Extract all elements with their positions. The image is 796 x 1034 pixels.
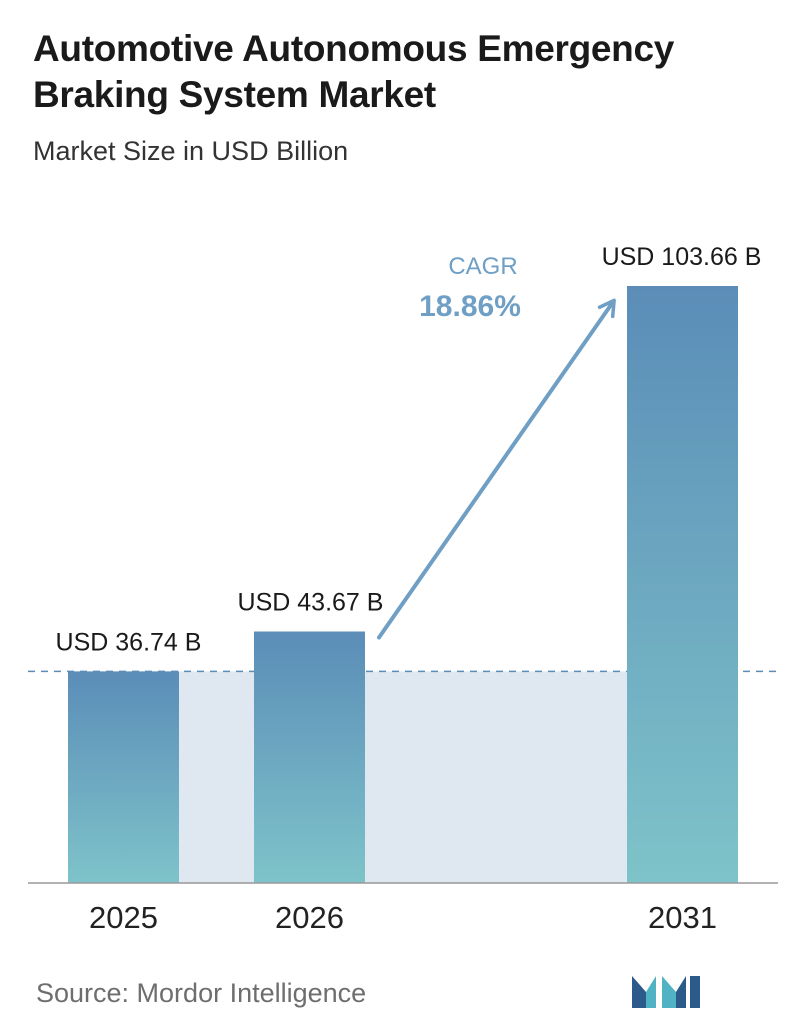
cagr-arrow: [377, 298, 616, 640]
x-tick-2026: 2026: [275, 900, 344, 935]
chart-title: Automotive Autonomous Emergency Braking …: [33, 28, 675, 115]
mordor-intelligence-logo: [632, 976, 700, 1008]
cagr-value: 18.86%: [419, 290, 521, 323]
cagr-label: CAGR: [448, 253, 517, 280]
data-label-2026: USD 43.67 B: [238, 588, 384, 616]
x-tick-2031: 2031: [648, 900, 717, 935]
bar-2026: [254, 631, 365, 883]
bar-chart: USD 36.74 B USD 43.67 B USD 103.66 B 2025 2…: [28, 243, 778, 935]
source-text: Source: Mordor Intelligence: [36, 978, 367, 1008]
data-label-2025: USD 36.74 B: [56, 628, 202, 656]
chart-subtitle: Market Size in USD Billion: [33, 136, 349, 166]
bar-2031: [627, 286, 738, 883]
data-label-2031: USD 103.66 B: [602, 243, 762, 271]
x-tick-2025: 2025: [89, 900, 158, 935]
bar-2025: [68, 671, 179, 883]
